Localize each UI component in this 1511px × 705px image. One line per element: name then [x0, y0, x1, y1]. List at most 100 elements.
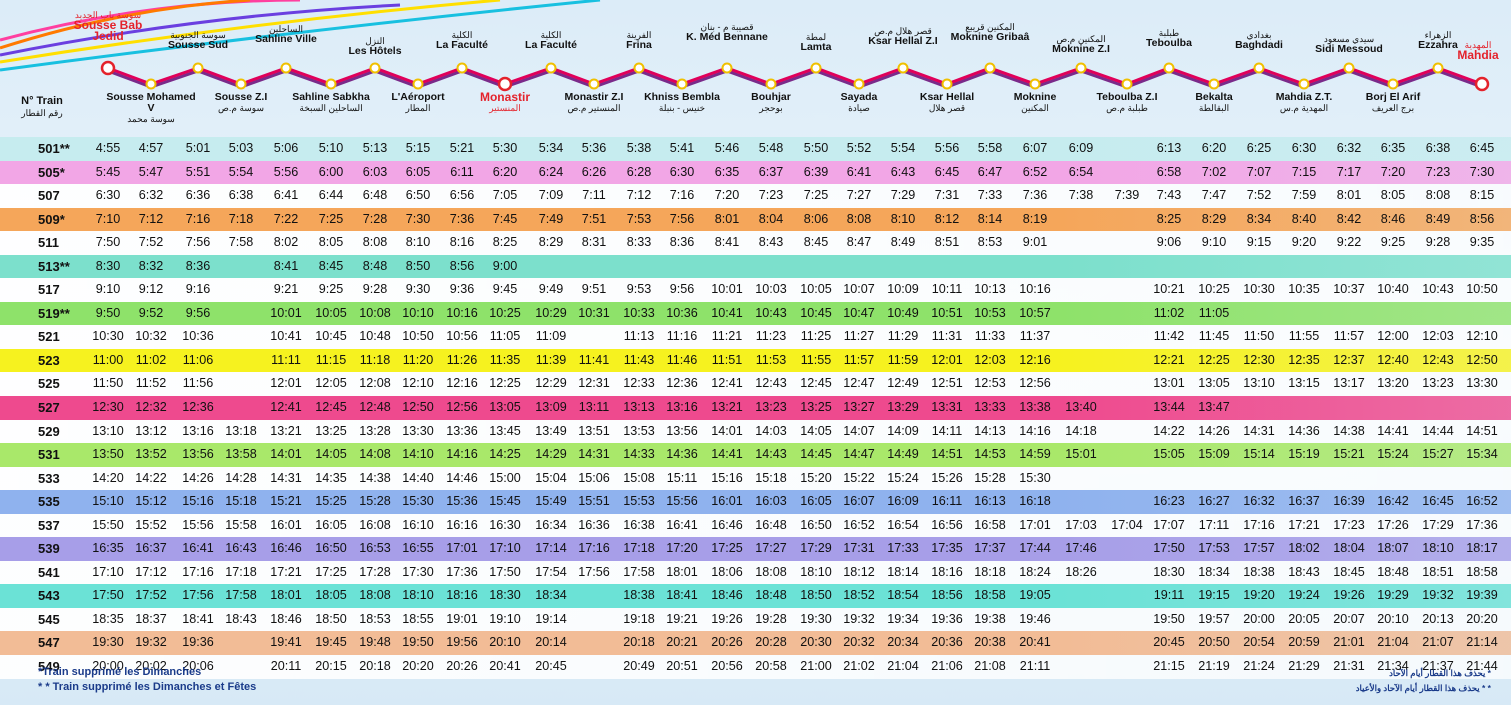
- departure-time: 14:25: [489, 447, 521, 462]
- station-name-ar: البقالطة: [1198, 103, 1230, 113]
- departure-time: 7:07: [1246, 164, 1272, 179]
- departure-time: 13:56: [666, 423, 698, 438]
- departure-time: 12:37: [1333, 352, 1365, 367]
- stop-marker: [721, 62, 733, 74]
- departure-time: 9:10: [95, 282, 121, 297]
- departure-time: 19:50: [402, 635, 434, 650]
- station-name-ar: المكنين قريبع: [965, 22, 1015, 32]
- departure-time: 17:21: [270, 564, 302, 579]
- departure-time: 6:38: [1425, 141, 1451, 155]
- departure-time: 14:49: [887, 447, 919, 462]
- departure-time: 13:21: [270, 423, 302, 438]
- departure-time: 14:46: [446, 470, 478, 485]
- departure-time: 14:35: [315, 470, 347, 485]
- departure-time: 8:14: [977, 211, 1003, 226]
- station-name-ar: طبلبة: [1158, 28, 1180, 38]
- station-bottom-5: Monastir Z.I المنستير م.ص: [548, 92, 640, 114]
- departure-time: 13:27: [843, 400, 875, 415]
- departure-time: 15:01: [1065, 447, 1097, 462]
- departure-time: 17:54: [535, 564, 567, 579]
- departure-time: 14:29: [535, 447, 567, 462]
- departure-time: 18:01: [666, 564, 698, 579]
- departure-time: 17:56: [578, 564, 610, 579]
- departure-time: 8:32: [138, 258, 164, 273]
- departure-time: 6:20: [492, 164, 518, 179]
- stop-marker: [1298, 78, 1310, 90]
- departure-time: 6:54: [1068, 164, 1094, 179]
- departure-time: 19:21: [666, 611, 698, 626]
- departure-time: 12:21: [1153, 352, 1185, 367]
- stop-marker: [456, 62, 468, 74]
- departure-time: 19:36: [931, 611, 963, 626]
- departure-time: 20:26: [711, 635, 743, 650]
- train-number: 501**: [38, 141, 70, 156]
- departure-time: 17:07: [1153, 517, 1185, 532]
- station-name: Teboulba Z.I: [1096, 91, 1158, 103]
- departure-time: 16:43: [225, 541, 257, 556]
- departure-time: 19:45: [315, 635, 347, 650]
- departure-time: 10:48: [359, 329, 391, 344]
- departure-time: 8:49: [890, 235, 916, 250]
- departure-time: 11:02: [1153, 305, 1185, 320]
- departure-time: 18:38: [623, 588, 655, 603]
- departure-time: 6:30: [95, 188, 121, 203]
- departure-time: 21:07: [1422, 635, 1454, 650]
- departure-time: 20:38: [974, 635, 1006, 650]
- departure-time: 21:37: [1422, 659, 1454, 674]
- departure-time: 14:13: [974, 423, 1006, 438]
- departure-time: 18:16: [931, 564, 963, 579]
- station-bottom-9: Ksar Hellal قصر هلال: [901, 92, 993, 114]
- train-number: 549: [38, 659, 60, 675]
- departure-time: 6:56: [449, 188, 475, 203]
- departure-time: 11:16: [666, 329, 698, 344]
- departure-time: 11:18: [359, 352, 391, 367]
- station-name-ar: المنستير: [489, 103, 521, 113]
- train-row: 543 17:50 17:52 17:56 17:58 18:01 18:05 18:08 18…: [0, 584, 1511, 608]
- footnote-sundays-holidays: * * Train supprimé les Dimanches et Fête…: [38, 681, 257, 693]
- departure-time: 19:38: [974, 611, 1006, 626]
- departure-time: 17:20: [666, 541, 698, 556]
- departure-time: 15:56: [182, 517, 214, 532]
- departure-time: 16:55: [402, 541, 434, 556]
- departure-time: 12:56: [446, 400, 478, 415]
- departure-time: 12:50: [1466, 352, 1498, 367]
- departure-time: 7:43: [1156, 188, 1182, 203]
- station-name: L'Aéroport: [391, 91, 445, 103]
- departure-time: 10:53: [974, 305, 1006, 320]
- departure-time: 5:50: [803, 141, 829, 155]
- station-name: La Faculté: [525, 39, 577, 51]
- departure-time: 13:20: [1377, 376, 1409, 391]
- stop-marker: [853, 78, 865, 90]
- departure-time: 10:29: [535, 305, 567, 320]
- departure-time: 11:27: [843, 329, 875, 344]
- departure-time: 6:44: [318, 188, 344, 203]
- departure-time: 19:14: [535, 611, 567, 626]
- departure-time: 19:01: [446, 611, 478, 626]
- departure-time: 19:29: [1377, 588, 1409, 603]
- departure-time: 9:45: [492, 282, 518, 297]
- departure-time: 6:39: [803, 164, 829, 179]
- stop-marker: [765, 78, 777, 90]
- departure-time: 18:34: [1198, 564, 1230, 579]
- departure-time: 10:07: [843, 282, 875, 297]
- departure-time: 15:14: [1243, 447, 1275, 462]
- departure-time: 21:04: [887, 659, 919, 674]
- train-number: 531: [38, 447, 60, 463]
- departure-time: 7:12: [626, 188, 652, 203]
- departure-time: 14:26: [1198, 423, 1230, 438]
- train-number: 545: [38, 611, 60, 627]
- train-number: 537: [38, 517, 60, 533]
- departure-time: 15:45: [489, 494, 521, 509]
- departure-time: 17:31: [843, 541, 875, 556]
- departure-time: 5:54: [890, 141, 916, 155]
- departure-time: 11:26: [446, 352, 478, 367]
- departure-time: 20:20: [1466, 611, 1498, 626]
- departure-time: 18:41: [182, 611, 214, 626]
- departure-time: 11:00: [92, 352, 124, 367]
- departure-time: 12:30: [92, 400, 124, 415]
- departure-time: 13:47: [1198, 400, 1230, 415]
- departure-time: 6:20: [1201, 141, 1227, 155]
- stop-marker: [235, 78, 247, 90]
- departure-time: 11:56: [182, 376, 214, 391]
- departure-time: 14:31: [1243, 423, 1275, 438]
